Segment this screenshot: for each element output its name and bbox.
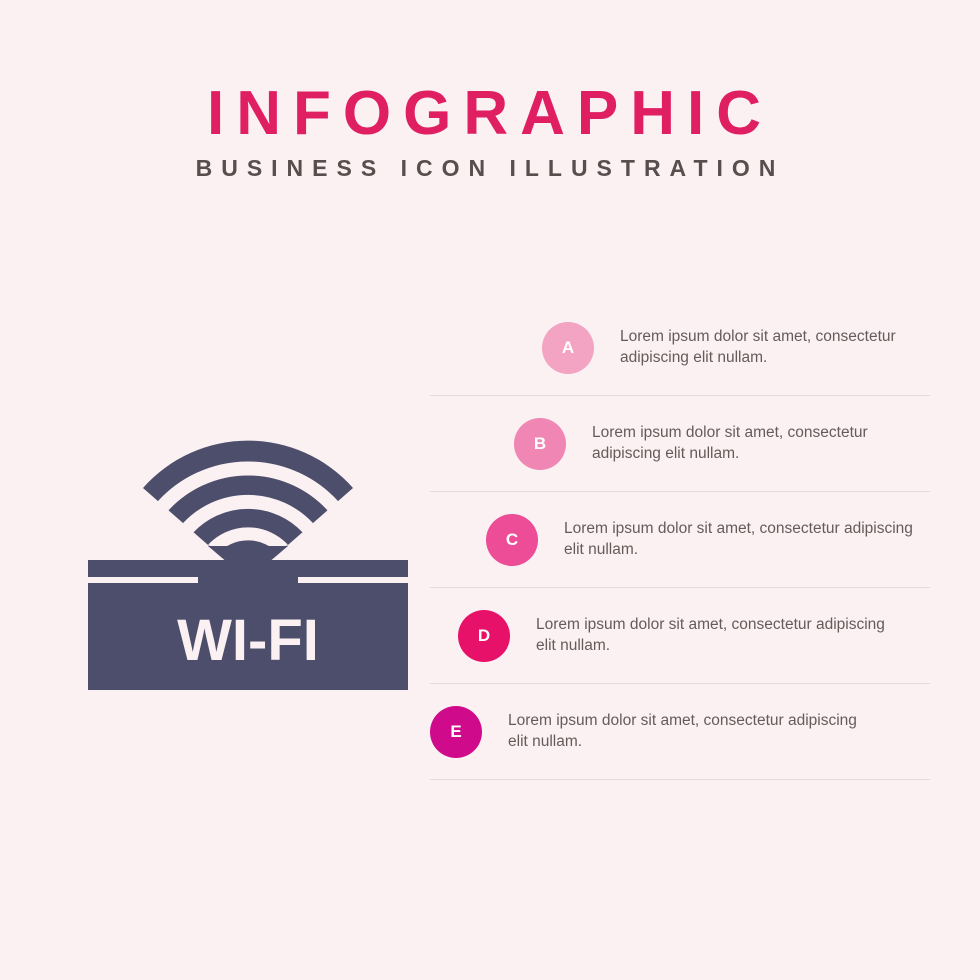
svg-text:WI-FI: WI-FI — [177, 608, 319, 673]
wifi-icon: WI-FI — [88, 430, 408, 700]
content-area: WI-FI A Lorem ipsum dolor sit amet, cons… — [0, 300, 980, 900]
bullet-b: B — [514, 418, 566, 470]
step-b-text: Lorem ipsum dolor sit amet, consectetur … — [592, 423, 930, 465]
step-a-text: Lorem ipsum dolor sit amet, consectetur … — [620, 327, 930, 369]
header: INFOGRAPHIC BUSINESS ICON ILLUSTRATION — [0, 0, 980, 182]
page-subtitle: BUSINESS ICON ILLUSTRATION — [0, 155, 980, 182]
step-c-text: Lorem ipsum dolor sit amet, consectetur … — [564, 519, 924, 561]
page-title: INFOGRAPHIC — [0, 78, 980, 149]
bullet-a: A — [542, 322, 594, 374]
step-e-text: Lorem ipsum dolor sit amet, consectetur … — [508, 711, 868, 753]
steps-list: A Lorem ipsum dolor sit amet, consectetu… — [430, 300, 930, 780]
step-d: D Lorem ipsum dolor sit amet, consectetu… — [430, 588, 930, 684]
bullet-e: E — [430, 706, 482, 758]
step-b: B Lorem ipsum dolor sit amet, consectetu… — [430, 396, 930, 492]
step-e: E Lorem ipsum dolor sit amet, consectetu… — [430, 684, 930, 780]
bullet-d: D — [458, 610, 510, 662]
bullet-c: C — [486, 514, 538, 566]
step-c: C Lorem ipsum dolor sit amet, consectetu… — [430, 492, 930, 588]
step-d-text: Lorem ipsum dolor sit amet, consectetur … — [536, 615, 896, 657]
step-a: A Lorem ipsum dolor sit amet, consectetu… — [430, 300, 930, 396]
